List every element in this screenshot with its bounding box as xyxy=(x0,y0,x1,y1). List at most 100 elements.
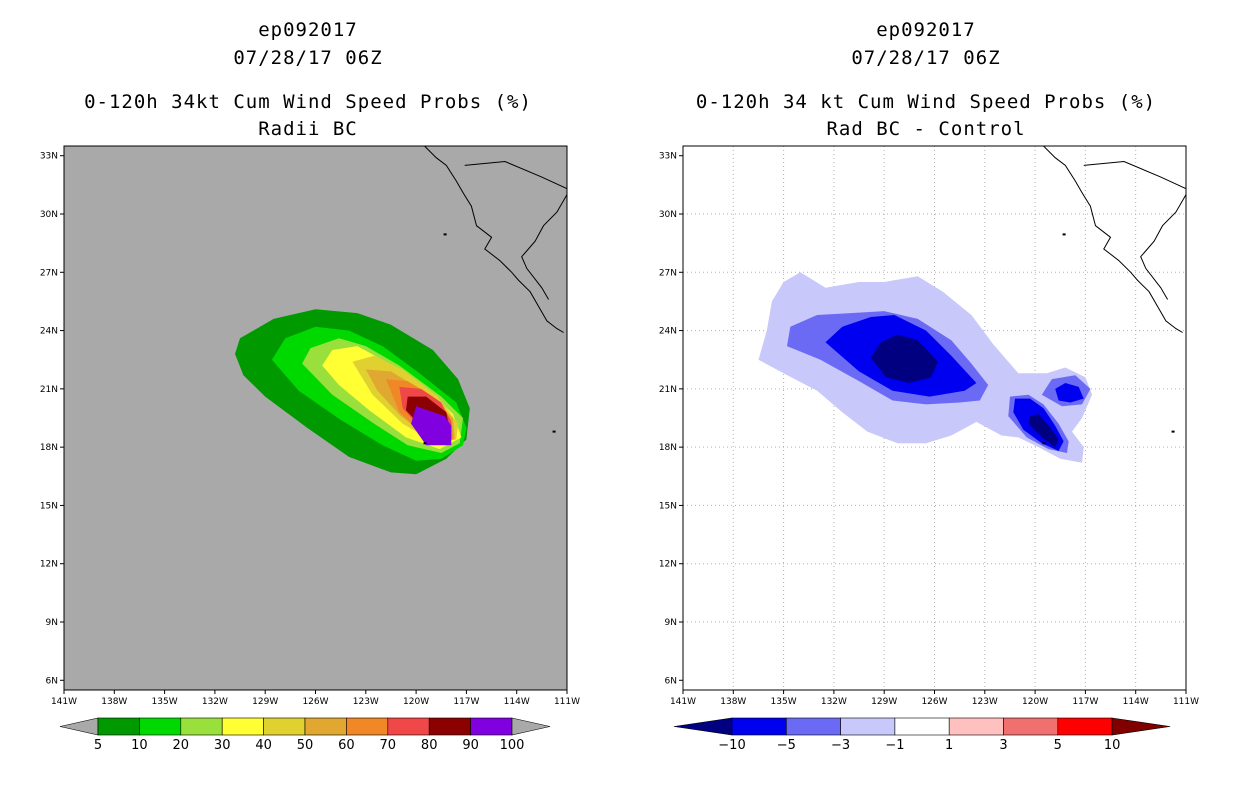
coastline-gulf xyxy=(1140,194,1186,300)
y-tick-label: 9N xyxy=(46,618,58,628)
x-tick-label: 129W xyxy=(871,697,897,707)
colorbar-bin xyxy=(97,717,140,736)
y-tick-label: 15N xyxy=(659,501,677,511)
colorbar-label: 30 xyxy=(214,738,231,753)
y-tick-label: 24N xyxy=(659,327,677,337)
y-tick-label: 12N xyxy=(659,560,677,570)
colorbar-over-arrow xyxy=(1111,717,1171,736)
y-tick-label: 15N xyxy=(40,501,58,511)
island xyxy=(423,442,427,445)
colorbar-bin xyxy=(785,717,841,736)
y-tick-label: 6N xyxy=(46,676,58,686)
y-tick-label: 12N xyxy=(40,560,58,570)
contour-level-neg5 xyxy=(1055,383,1084,403)
left-title-line-4: Radii BC xyxy=(258,118,358,140)
colorbar-bin xyxy=(948,717,1004,736)
x-tick-label: 132W xyxy=(821,697,847,707)
colorbar-label: 10 xyxy=(131,738,148,753)
x-tick-label: 141W xyxy=(51,697,77,707)
colorbar-bin xyxy=(180,717,223,736)
x-tick-label: 117W xyxy=(453,697,479,707)
left-title-line-1: ep092017 xyxy=(258,19,358,41)
y-tick-label: 33N xyxy=(659,152,677,162)
right-title-line-3: 0-120h 34 kt Cum Wind Speed Probs (%) xyxy=(695,91,1157,113)
x-tick-label: 132W xyxy=(202,697,228,707)
colorbar-label: −1 xyxy=(885,738,904,753)
island xyxy=(1042,442,1046,445)
x-tick-label: 120W xyxy=(403,697,429,707)
coastline xyxy=(1043,146,1183,333)
y-tick-label: 33N xyxy=(40,152,58,162)
y-tick-label: 21N xyxy=(659,385,677,395)
colorbar-bin xyxy=(346,717,389,736)
colorbar-label: 5 xyxy=(94,738,102,753)
island xyxy=(568,440,571,442)
right-title-line-4: Rad BC - Control xyxy=(826,118,1026,140)
left-map-panel: 141W 138W 135W 132W 129W 126W 123W 120W 117W 114W… xyxy=(40,145,580,753)
colorbar-label: 20 xyxy=(173,738,190,753)
left-title-line-3: 0-120h 34kt Cum Wind Speed Probs (%) xyxy=(84,91,532,113)
colorbar-label: −10 xyxy=(718,738,745,753)
y-tick-label: 30N xyxy=(659,210,677,220)
plot-area xyxy=(683,146,1186,690)
colorbar-label: 1 xyxy=(945,738,953,753)
colorbar-label: 40 xyxy=(255,738,272,753)
x-tick-label: 111W xyxy=(554,697,580,707)
x-tick-label: 120W xyxy=(1022,697,1048,707)
y-tick-label: 30N xyxy=(40,210,58,220)
right-chart-title: ep092017 07/28/17 06Z 0-120h 34 kt Cum W… xyxy=(676,16,1176,143)
x-tick-label: 129W xyxy=(252,697,278,707)
coastline-gulf xyxy=(521,194,567,300)
right-map-panel: 141W 138W 135W 132W 129W 126W 123W 120W 117W 114W… xyxy=(659,145,1199,753)
island xyxy=(443,233,447,236)
colorbar-bin xyxy=(840,717,896,736)
colorbar-bin xyxy=(428,717,471,736)
y-tick-label: 24N xyxy=(40,327,58,337)
country-border xyxy=(464,160,567,190)
island xyxy=(1062,233,1066,236)
colorbar-bin xyxy=(1003,717,1059,736)
colorbar-label: −5 xyxy=(777,738,796,753)
colorbar-label: 50 xyxy=(297,738,314,753)
colorbar-bin xyxy=(139,717,182,736)
colorbar-under-arrow xyxy=(673,717,733,736)
x-tick-label: 135W xyxy=(152,697,178,707)
island xyxy=(552,430,556,433)
contour-level-90 xyxy=(411,406,452,446)
x-tick-label: 114W xyxy=(504,697,530,707)
x-tick-label: 138W xyxy=(101,697,127,707)
colorbar-bin xyxy=(263,717,306,736)
x-tick-label: 114W xyxy=(1123,697,1149,707)
y-tick-label: 6N xyxy=(665,676,677,686)
colorbar-bin xyxy=(894,717,950,736)
right-title-line-1: ep092017 xyxy=(876,19,976,41)
colorbar-bin xyxy=(731,717,787,736)
colorbar-label: 90 xyxy=(462,738,479,753)
coastline xyxy=(424,146,564,333)
colorbar-under-arrow xyxy=(59,717,99,736)
plot-area xyxy=(235,146,571,475)
x-tick-label: 123W xyxy=(353,697,379,707)
left-title-line-2: 07/28/17 06Z xyxy=(233,47,383,69)
x-tick-label: 111W xyxy=(1173,697,1199,707)
y-tick-label: 18N xyxy=(40,443,58,453)
right-title-line-2: 07/28/17 06Z xyxy=(851,47,1001,69)
y-tick-label: 18N xyxy=(659,443,677,453)
x-tick-label: 126W xyxy=(921,697,947,707)
x-tick-label: 126W xyxy=(302,697,328,707)
x-tick-label: 117W xyxy=(1072,697,1098,707)
country-border xyxy=(1083,160,1186,190)
left-chart-title: ep092017 07/28/17 06Z 0-120h 34kt Cum Wi… xyxy=(58,16,558,143)
x-tick-label: 135W xyxy=(771,697,797,707)
contour-level-neg10 xyxy=(870,334,938,383)
x-tick-label: 123W xyxy=(972,697,998,707)
colorbar-label: 80 xyxy=(421,738,438,753)
island xyxy=(1171,430,1175,433)
x-tick-label: 141W xyxy=(670,697,696,707)
y-tick-label: 27N xyxy=(659,268,677,278)
colorbar-label: 3 xyxy=(999,738,1007,753)
y-tick-label: 9N xyxy=(665,618,677,628)
y-tick-label: 27N xyxy=(40,268,58,278)
colorbar-label: 5 xyxy=(1054,738,1062,753)
